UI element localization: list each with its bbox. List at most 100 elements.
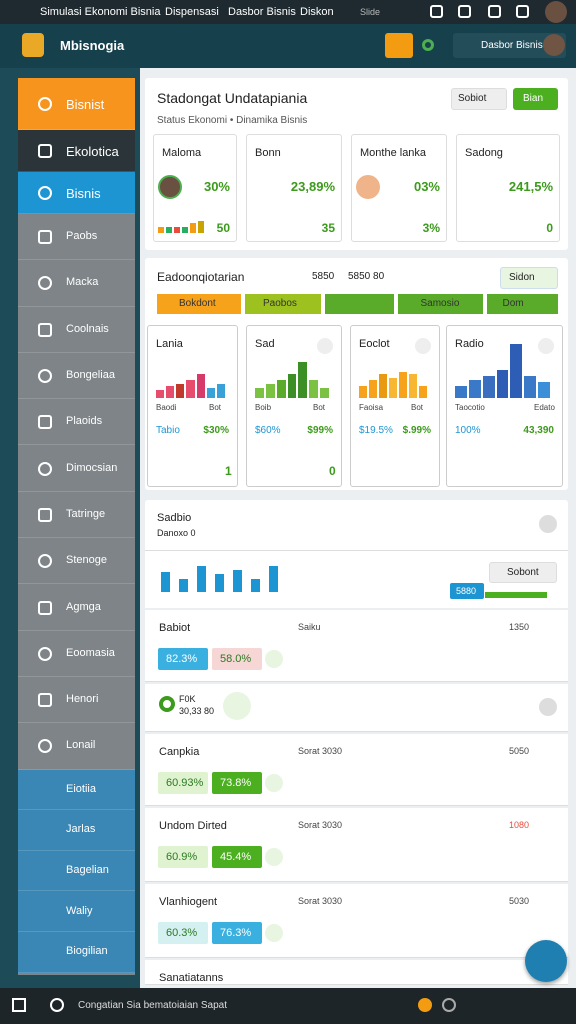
sidebar-icon — [38, 97, 52, 111]
sidebar-item[interactable]: Bongeliaa — [18, 352, 135, 400]
sidebar-item[interactable]: Waliy — [18, 891, 135, 932]
bar — [179, 578, 188, 592]
sidebar-item[interactable]: Biogilian — [18, 932, 135, 973]
button-label: Sidon — [509, 272, 535, 283]
row-title: Vlanhiogent — [159, 896, 218, 908]
sidebar-item[interactable]: Bagelian — [18, 850, 135, 892]
sidebar-label: Biogilian — [66, 945, 108, 958]
tab[interactable]: Bokdont — [157, 294, 241, 314]
chart-card: Sad Boib Bot $60% $99% 0 — [246, 325, 342, 487]
bar — [198, 221, 204, 233]
bar — [166, 227, 172, 233]
bar — [174, 227, 180, 233]
tab[interactable]: Samosio — [398, 294, 483, 314]
sidebar-item[interactable]: Bisnis — [18, 172, 135, 214]
bar — [409, 374, 417, 398]
sidebar-item[interactable]: Agmga — [18, 584, 135, 631]
sidebar-icon — [38, 322, 52, 337]
fab[interactable] — [525, 940, 567, 982]
status-item: Dasbor Bisnis — [228, 6, 296, 18]
bar — [482, 376, 495, 398]
bar — [166, 386, 175, 398]
trend-subtitle: Danoxo 0 — [157, 528, 196, 538]
chart-card: Eoclot Faoisa Bot $19.5% $.99% — [350, 325, 440, 487]
kpi-card: Bonn 23,89% 35 — [246, 134, 342, 242]
button[interactable] — [451, 88, 507, 110]
row-action[interactable] — [223, 692, 251, 720]
bar — [233, 570, 242, 592]
sidebar-label: Lonail — [66, 739, 96, 752]
sidebar-item[interactable]: Stenoge — [18, 538, 135, 585]
chip-label: 45.4% — [220, 851, 252, 863]
row-title: F0K — [179, 694, 196, 704]
sidebar-item[interactable]: Henori — [18, 677, 135, 724]
expand-button[interactable] — [539, 698, 557, 716]
tab[interactable]: Dom — [487, 294, 558, 314]
bar — [251, 578, 260, 592]
list-row[interactable]: Sanatiatanns — [145, 960, 568, 985]
bar — [197, 565, 206, 592]
button[interactable] — [513, 88, 558, 110]
sidebar-item[interactable]: Eiotiia — [18, 769, 135, 811]
summary-subtitle: Status Ekonomi • Dinamika Bisnis — [157, 115, 308, 126]
sidebar-item[interactable]: Dimocsian — [18, 445, 135, 492]
list-row[interactable]: Babiot Saiku 1350 82.3% 58.0% — [145, 610, 568, 682]
sidebar-item[interactable]: Coolnais — [18, 306, 135, 353]
chart-title: Eoclot — [359, 338, 390, 350]
chart-stat: $19.5% — [359, 425, 393, 436]
button[interactable] — [489, 562, 557, 583]
chart-menu[interactable] — [538, 338, 554, 354]
chip-label: 82.3% — [166, 653, 198, 665]
expand-button[interactable] — [539, 515, 557, 533]
x-label: Edato — [534, 403, 555, 412]
sidebar-item[interactable]: Plaoids — [18, 399, 135, 446]
status-icon — [516, 5, 529, 18]
bar — [309, 380, 319, 398]
chip-icon — [265, 924, 283, 942]
button[interactable] — [500, 267, 558, 289]
chip-label: 60.9% — [166, 851, 198, 863]
chart-card: Lania Baodi Bot Tabio $30% 1 — [147, 325, 238, 487]
chart-menu[interactable] — [415, 338, 431, 354]
list-row[interactable]: Canpkia Sorat 3030 5050 60.93% 73.8% — [145, 734, 568, 806]
bar — [176, 384, 185, 398]
search-icon[interactable] — [50, 998, 64, 1012]
row-meta: Sorat 3030 — [298, 896, 343, 906]
list-row[interactable]: Vlanhiogent Sorat 3030 5030 60.3% 76.3% — [145, 884, 568, 958]
tab[interactable]: Paobos — [245, 294, 321, 314]
tab[interactable] — [325, 294, 394, 314]
x-label: Bot — [411, 403, 424, 412]
sidebar-item[interactable]: Paobs — [18, 214, 135, 261]
kpi-avatar — [158, 175, 182, 199]
analysis-meta: 5850 — [312, 271, 335, 282]
sidebar-item[interactable]: Tatringe — [18, 491, 135, 539]
status-tag: Slide — [360, 7, 381, 17]
list-row[interactable]: Undom Dirted Sorat 3030 1080 60.9% 45.4% — [145, 808, 568, 882]
bar — [269, 565, 278, 592]
kpi-card: Monthe lanka 03% 3% — [351, 134, 447, 242]
chart-title: Sad — [255, 338, 275, 350]
tab-label: Bokdont — [179, 298, 216, 309]
kpi-label: Monthe lanka — [360, 147, 427, 159]
trend-panel: Sadbio Danoxo 0 Sobont 5880 — [145, 500, 568, 608]
sidebar-label: Jarlas — [66, 823, 96, 836]
analysis-meta: 5850 80 — [348, 271, 385, 282]
sidebar-item[interactable]: Ekolotica — [18, 130, 135, 172]
sidebar-label: Eiotiia — [66, 782, 96, 795]
chip: 45.4% — [212, 846, 262, 868]
chart-menu[interactable] — [317, 338, 333, 354]
status-indicator — [422, 39, 434, 51]
sidebar-item[interactable]: Jarlas — [18, 810, 135, 851]
sidebar-item[interactable]: Lonail — [18, 723, 135, 770]
status-icon — [458, 5, 471, 18]
sidebar-label: Henori — [66, 693, 99, 706]
sidebar-item[interactable]: Eoomasia — [18, 630, 135, 677]
list-row[interactable]: F0K 30,33 80 — [145, 684, 568, 732]
chip-icon — [265, 848, 283, 866]
start-icon[interactable] — [12, 998, 26, 1012]
action-button[interactable] — [385, 33, 413, 58]
sidebar-item[interactable]: Macka — [18, 260, 135, 307]
sidebar-label: Waliy — [66, 904, 93, 917]
sidebar-item[interactable]: Bisnist — [18, 78, 135, 130]
